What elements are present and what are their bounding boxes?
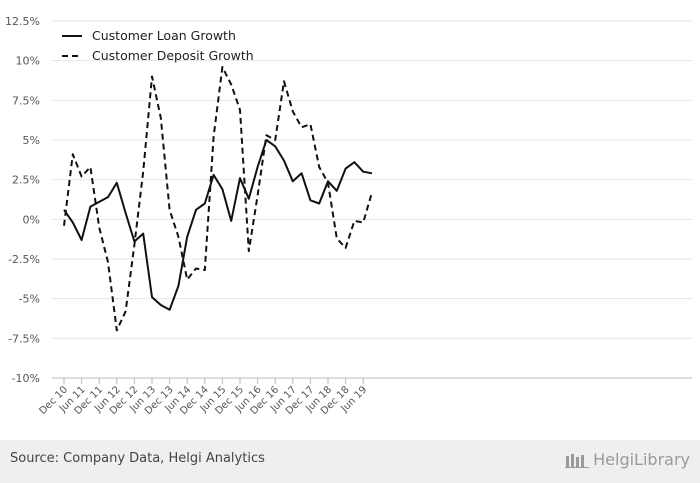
y-tick-label: -10% [12,372,40,385]
line-chart: 12.5% 10% 7.5% 5% 2.5% 0% -2.5% -5% -7.5% -10% De… [5,15,692,417]
y-axis-ticks: 12.5% 10% 7.5% 5% 2.5% 0% -2.5% -5% -7.5% -10% [5,15,40,385]
footer: Source: Company Data, Helgi Analytics He… [0,440,700,483]
library-icon [565,453,590,468]
legend-label: Customer Loan Growth [92,28,236,43]
brand-name: HelgiLibrary [593,450,690,469]
legend-label: Customer Deposit Growth [92,48,254,63]
y-tick-label: 2.5% [12,174,40,187]
gridlines [52,20,692,379]
y-tick-label: 7.5% [12,94,40,107]
series-lines [63,66,373,332]
y-tick-label: 12.5% [5,15,40,28]
series-line-deposit-growth [63,66,373,332]
source-note: Source: Company Data, Helgi Analytics [10,451,265,466]
y-tick-label: -7.5% [8,332,40,345]
y-tick-label: -5% [19,293,40,306]
y-tick-label: 10% [16,55,40,68]
brand-logo[interactable]: HelgiLibrary [565,450,690,469]
y-tick-label: -2.5% [8,253,40,266]
series-line-loan-growth [63,139,373,311]
y-tick-label: 5% [23,134,40,147]
y-tick-label: 0% [23,213,40,226]
legend: Customer Loan Growth Customer Deposit Gro… [62,28,254,63]
